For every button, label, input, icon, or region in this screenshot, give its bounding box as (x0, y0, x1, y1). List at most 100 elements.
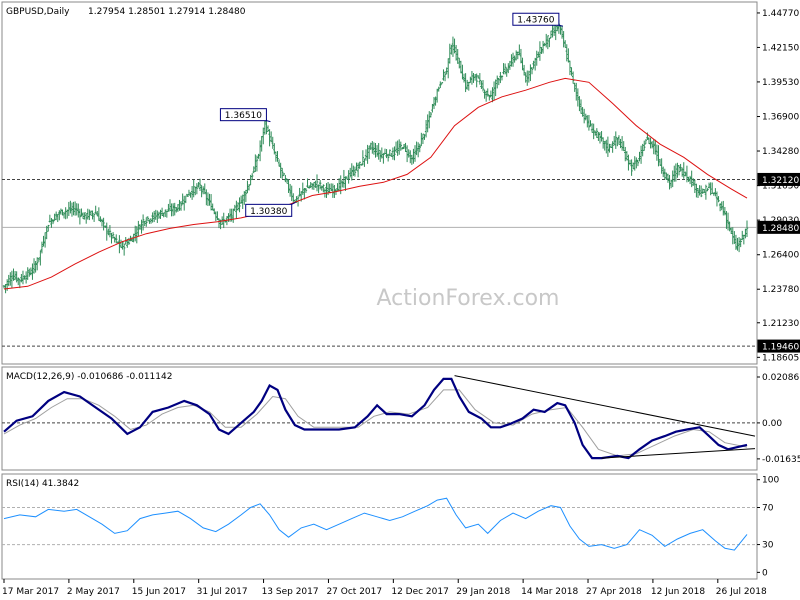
macd-trend-lines (454, 375, 756, 459)
macd-panel-frame (1, 366, 758, 471)
price-bar (473, 74, 477, 81)
price-bar (407, 149, 410, 158)
price-bar (58, 210, 61, 221)
price-bar (510, 54, 513, 67)
price-bar (538, 41, 542, 61)
price-bar (325, 183, 328, 198)
price-bar (741, 230, 744, 241)
price-bar (548, 37, 551, 48)
price-bar (42, 235, 45, 247)
price-bar (717, 196, 720, 203)
macd-tick-label: 0.020861 (762, 373, 800, 383)
price-bar (356, 162, 360, 178)
price-bar (62, 212, 66, 219)
price-bar (560, 25, 564, 39)
price-bar (655, 144, 659, 161)
price-bar (213, 208, 216, 215)
price-bars (2, 19, 749, 294)
price-bar (50, 217, 53, 228)
price-bar (609, 145, 613, 149)
price-bar (625, 151, 629, 161)
price-bar (690, 170, 693, 188)
price-bar (80, 208, 83, 217)
rsi-tick-label: 100 (762, 476, 779, 486)
price-bar (731, 227, 734, 245)
price-bar (303, 187, 306, 200)
price-bar (673, 165, 676, 182)
price-bar (680, 167, 684, 177)
price-bar (620, 136, 624, 151)
price-bar (540, 47, 543, 54)
price-bar (736, 237, 739, 251)
price-bar (149, 218, 153, 224)
price-bar (399, 141, 402, 151)
price-bar (173, 202, 176, 216)
price-bar (424, 119, 428, 138)
price-bar (369, 142, 372, 151)
price-bar (432, 96, 436, 110)
price-bar (728, 221, 731, 232)
price-panel-frame (1, 1, 758, 365)
price-bar (15, 271, 18, 283)
price-bar (589, 120, 592, 127)
price-bar (688, 175, 692, 185)
price-bar (500, 75, 504, 81)
price-bar (179, 201, 183, 211)
price-bar (372, 142, 376, 155)
price-bar (45, 225, 48, 240)
price-bar (529, 64, 532, 82)
price-bar (238, 197, 241, 213)
price-bar (53, 213, 56, 222)
level-tag-label: 1.19460 (762, 343, 799, 353)
y-tick-label: 1.36900 (762, 113, 799, 123)
price-bar (70, 202, 74, 217)
y-tick-label: 1.23780 (762, 285, 799, 295)
rsi-tick-label: 30 (762, 541, 774, 551)
price-bar (714, 188, 717, 197)
price-bar (499, 71, 502, 84)
price-bar (358, 161, 361, 169)
price-bar (287, 179, 290, 193)
price-bar (385, 149, 388, 159)
price-bar (145, 217, 148, 227)
price-bar (565, 44, 568, 62)
price-bar (450, 44, 453, 55)
price-bar (703, 189, 706, 193)
price-bar (698, 185, 701, 196)
price-bar (383, 148, 387, 155)
price-bar (616, 137, 619, 147)
price-bar (374, 142, 377, 158)
price-bar (711, 182, 714, 194)
price-bar (630, 159, 633, 176)
price-bar (39, 250, 42, 266)
price-bar (143, 220, 146, 227)
price-bar (511, 52, 515, 67)
price-bar (453, 38, 456, 54)
price-bar (67, 201, 71, 216)
price-bar (391, 147, 395, 160)
price-bar (157, 211, 161, 219)
price-bar (263, 120, 267, 135)
price-bar (110, 232, 113, 244)
price-bar (734, 234, 738, 250)
price-bar (668, 174, 671, 190)
price-bar (636, 159, 640, 167)
annotation-box (245, 203, 293, 217)
price-bar (375, 145, 379, 157)
price-bar (486, 88, 489, 97)
price-bar (361, 150, 365, 166)
price-bar (660, 158, 663, 174)
price-bar (43, 232, 47, 248)
price-bar (502, 63, 505, 75)
price-bar (262, 127, 265, 145)
price-bar (77, 203, 80, 218)
price-bar (347, 170, 350, 184)
price-bar (9, 272, 12, 286)
price-bar (371, 141, 374, 154)
price-bar (617, 135, 621, 145)
price-y-axis: 1.44770 1.42150 1.39530 1.36900 1.34280 1.316… (757, 9, 800, 363)
price-bar (519, 48, 523, 64)
price-bar (605, 139, 608, 154)
price-bar (81, 212, 85, 220)
price-bar (527, 70, 531, 83)
